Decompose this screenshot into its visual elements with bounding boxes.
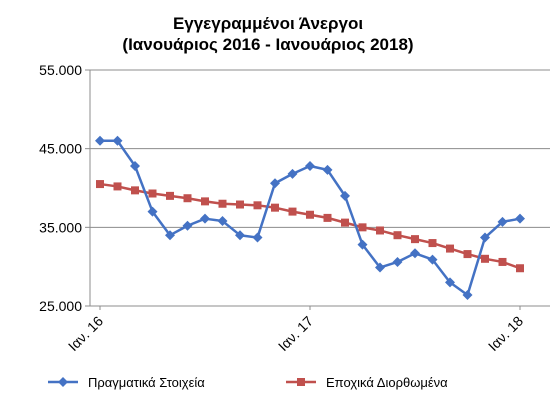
data-point	[428, 239, 437, 248]
data-point	[497, 216, 508, 227]
legend-label-1: Εποχικά Διορθωμένα	[326, 375, 448, 390]
data-point	[183, 194, 192, 203]
data-point	[201, 197, 209, 206]
data-point	[410, 248, 420, 259]
series-group	[95, 135, 525, 300]
data-point	[376, 226, 384, 235]
legend-marker-1	[297, 378, 305, 386]
legend-marker-0	[58, 377, 68, 387]
data-point	[446, 244, 454, 253]
data-point	[252, 232, 263, 243]
data-point	[166, 191, 174, 200]
data-point	[148, 189, 157, 198]
data-point	[288, 207, 297, 216]
data-point	[287, 168, 298, 179]
data-point	[411, 235, 419, 244]
data-point	[323, 213, 332, 222]
data-point	[130, 160, 140, 171]
data-point	[515, 213, 525, 224]
xtick-label-0: Ιαν. 16	[65, 313, 106, 354]
data-point	[462, 289, 473, 300]
chart-title-line-2: (Ιανουάριος 2016 - Ιανουάριος 2018)	[122, 35, 413, 54]
xtick-label-2: Ιαν. 18	[485, 313, 526, 354]
data-point	[340, 190, 350, 201]
chart-title-line-1: Εγγεγραμμένοι Άνεργοι	[173, 14, 363, 33]
ytick-label-2: 45.000	[39, 141, 82, 157]
data-point	[305, 160, 315, 171]
data-point	[113, 182, 122, 191]
data-point	[218, 199, 227, 208]
data-point	[516, 264, 524, 273]
ytick-label-1: 35.000	[39, 219, 82, 235]
data-point	[445, 277, 455, 288]
data-point	[498, 257, 507, 266]
data-point	[236, 200, 244, 209]
legend-label-0: Πραγματικά Στοιχεία	[88, 375, 205, 390]
data-point	[393, 231, 402, 240]
data-point	[271, 203, 279, 212]
legend-item-0: Πραγματικά Στοιχεία	[48, 375, 205, 390]
data-point	[358, 223, 367, 232]
xtick-label-1: Ιαν. 17	[275, 313, 316, 354]
gridlines	[90, 69, 550, 307]
data-point	[253, 201, 262, 210]
data-point	[147, 206, 158, 217]
data-point	[200, 213, 210, 224]
series-1	[96, 180, 524, 273]
data-point	[182, 220, 193, 231]
data-point	[131, 186, 139, 195]
data-point	[375, 262, 385, 273]
data-point	[96, 180, 104, 189]
data-point	[357, 239, 368, 250]
ytick-label-3: 55.000	[39, 62, 82, 78]
data-point	[217, 216, 228, 227]
ytick-label-0: 25.000	[39, 298, 82, 314]
series-0	[95, 135, 525, 300]
data-point	[392, 256, 403, 267]
data-point	[427, 254, 438, 265]
data-point	[95, 135, 105, 146]
data-point	[235, 230, 245, 241]
data-point	[322, 164, 333, 175]
data-point	[112, 135, 123, 146]
legend-item-1: Εποχικά Διορθωμένα	[286, 375, 448, 390]
legend: Πραγματικά Στοιχεία Εποχικά Διορθωμένα	[48, 375, 448, 390]
data-point	[463, 250, 472, 259]
x-axis: Ιαν. 16 Ιαν. 17 Ιαν. 18	[65, 306, 526, 354]
data-point	[480, 232, 490, 243]
data-point	[306, 210, 314, 219]
data-point	[341, 218, 349, 227]
data-point	[165, 230, 175, 241]
data-point	[270, 178, 280, 189]
y-axis: 25.000 35.000 45.000 55.000	[39, 62, 91, 314]
data-point	[481, 254, 489, 263]
